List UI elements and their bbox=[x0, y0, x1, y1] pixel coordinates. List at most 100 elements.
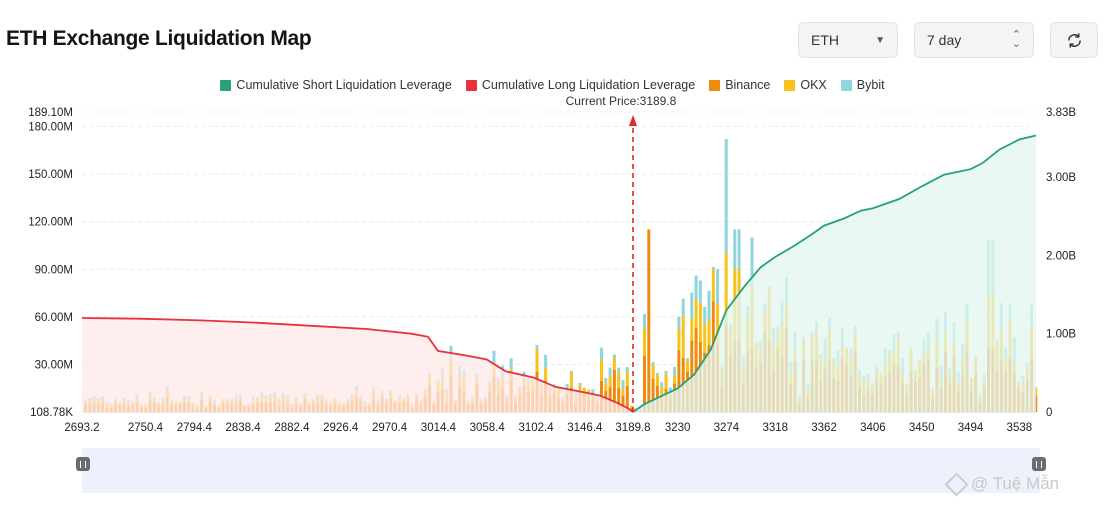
period-select[interactable]: 7 day ⌃ ⌄ bbox=[914, 22, 1034, 58]
bar-bybit bbox=[655, 373, 659, 376]
bar-bybit bbox=[643, 313, 646, 329]
legend-binance[interactable]: Binance bbox=[709, 78, 770, 92]
x-tick-label: 3014.4 bbox=[421, 422, 457, 434]
bar-bybit bbox=[733, 229, 737, 270]
legend-swatch-bybit bbox=[840, 79, 852, 91]
bar-okx bbox=[686, 360, 689, 373]
bar-okx bbox=[608, 376, 612, 388]
bar-okx bbox=[612, 357, 616, 370]
bar-bybit bbox=[651, 362, 655, 365]
range-slider-left-handle[interactable] bbox=[76, 457, 90, 471]
y-left-tick-label: 30.00M bbox=[35, 360, 73, 372]
range-slider-right-handle[interactable] bbox=[1032, 457, 1046, 471]
coin-select-value: ETH bbox=[811, 32, 839, 48]
y-right-tick-label: 3.83B bbox=[1046, 107, 1076, 119]
bar-okx bbox=[617, 372, 621, 388]
bar-okx bbox=[544, 367, 548, 381]
bar-bybit bbox=[630, 405, 634, 407]
legend-short-cumulative[interactable]: Cumulative Short Liquidation Leverage bbox=[220, 78, 452, 92]
bar-bybit bbox=[707, 290, 711, 320]
bar-bybit bbox=[737, 229, 741, 270]
x-tick-label: 3274 bbox=[714, 422, 740, 434]
x-tick-label: 2970.4 bbox=[372, 422, 408, 434]
bar-bybit bbox=[591, 389, 595, 394]
bar-binance bbox=[677, 350, 681, 412]
coin-select[interactable]: ETH ▼ bbox=[798, 22, 898, 58]
x-tick-label: 3058.4 bbox=[470, 422, 506, 434]
y-right-tick-label: 3.00B bbox=[1046, 172, 1076, 184]
bar-bybit bbox=[604, 378, 608, 383]
bar-bybit bbox=[582, 387, 586, 389]
bar-okx bbox=[711, 269, 715, 302]
bar-bybit bbox=[634, 408, 638, 409]
chart-legend: Cumulative Short Liquidation Leverage Cu… bbox=[0, 78, 1105, 92]
bar-bybit bbox=[668, 387, 672, 393]
bar-bybit bbox=[750, 237, 754, 286]
refresh-button[interactable] bbox=[1050, 22, 1098, 58]
short-cumulative-area bbox=[633, 135, 1036, 412]
bar-bybit bbox=[673, 366, 677, 376]
legend-bybit[interactable]: Bybit bbox=[840, 78, 885, 92]
long-cumulative-area bbox=[82, 318, 634, 412]
bar-bybit bbox=[565, 383, 569, 390]
legend-okx[interactable]: OKX bbox=[784, 78, 827, 92]
current-price-label: Current Price:3189.8 bbox=[565, 94, 677, 108]
period-select-value: 7 day bbox=[927, 32, 962, 48]
legend-long-cumulative[interactable]: Cumulative Long Liquidation Leverage bbox=[465, 78, 695, 92]
bar-okx bbox=[582, 387, 586, 392]
bar-binance bbox=[643, 355, 646, 412]
x-tick-label: 2693.2 bbox=[64, 422, 99, 434]
bar-bybit bbox=[544, 354, 548, 368]
legend-label-short: Cumulative Short Liquidation Leverage bbox=[236, 78, 452, 92]
bar-bybit bbox=[664, 370, 668, 374]
bar-binance bbox=[612, 369, 616, 412]
bar-bybit bbox=[703, 306, 707, 325]
y-left-tick-label: 108.78K bbox=[30, 407, 73, 419]
bar-bybit bbox=[716, 269, 720, 305]
bar-okx bbox=[690, 318, 694, 341]
bar-bybit bbox=[698, 280, 702, 303]
refresh-icon bbox=[1067, 32, 1081, 48]
y-left-tick-label: 120.00M bbox=[28, 217, 73, 229]
bar-okx bbox=[569, 372, 573, 388]
watermark: @ Tuệ Mẫn bbox=[944, 471, 1060, 497]
watermark-diamond-icon bbox=[944, 471, 969, 497]
x-tick-label: 2882.4 bbox=[274, 422, 310, 434]
bar-bybit bbox=[677, 316, 681, 330]
y-left-tick-label: 189.10M bbox=[28, 107, 73, 119]
legend-swatch-short bbox=[220, 79, 232, 91]
y-left-tick-label: 60.00M bbox=[35, 312, 73, 324]
x-tick-label: 3362 bbox=[811, 422, 837, 434]
bar-bybit bbox=[694, 275, 698, 299]
bar-binance bbox=[625, 385, 629, 412]
bar-bybit bbox=[569, 370, 573, 373]
x-tick-label: 3538 bbox=[1007, 422, 1033, 434]
bar-bybit bbox=[621, 379, 625, 389]
x-tick-label: 3230 bbox=[665, 422, 691, 434]
bar-okx bbox=[625, 372, 629, 386]
bar-binance bbox=[647, 229, 651, 412]
range-slider[interactable] bbox=[82, 448, 1040, 493]
bar-bybit bbox=[492, 350, 496, 363]
bar-okx bbox=[724, 253, 728, 325]
y-left-tick-label: 150.00M bbox=[28, 169, 73, 181]
bar-okx bbox=[694, 298, 698, 328]
bar-binance bbox=[617, 387, 621, 412]
bar-bybit bbox=[509, 358, 513, 370]
bar-bybit bbox=[711, 266, 715, 270]
bar-okx bbox=[630, 405, 634, 408]
bar-binance bbox=[694, 327, 698, 412]
bar-okx bbox=[664, 373, 668, 389]
bar-bybit bbox=[612, 354, 616, 358]
up-down-arrows-icon: ⌃ ⌄ bbox=[1011, 29, 1021, 50]
x-tick-label: 2926.4 bbox=[323, 422, 359, 434]
watermark-text: @ Tuệ Mẫn bbox=[971, 474, 1060, 493]
x-tick-label: 3406 bbox=[860, 422, 886, 434]
bar-okx bbox=[677, 329, 681, 351]
legend-label-okx: OKX bbox=[800, 78, 827, 92]
x-tick-label: 3318 bbox=[762, 422, 788, 434]
x-tick-label: 2750.4 bbox=[128, 422, 164, 434]
x-tick-label: 3450 bbox=[909, 422, 935, 434]
bar-okx bbox=[604, 382, 608, 391]
